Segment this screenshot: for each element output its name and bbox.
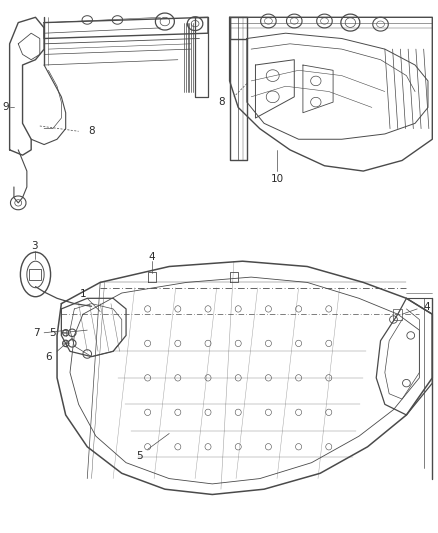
Text: 4: 4 — [424, 302, 430, 312]
Text: 9: 9 — [2, 102, 9, 112]
Text: 1: 1 — [80, 289, 86, 299]
Text: 5: 5 — [136, 451, 142, 461]
Text: 3: 3 — [31, 241, 38, 252]
Text: 5: 5 — [49, 328, 56, 338]
Text: 6: 6 — [45, 352, 52, 361]
Text: 8: 8 — [88, 126, 95, 136]
Text: 7: 7 — [33, 328, 40, 338]
Text: 4: 4 — [148, 252, 155, 262]
Text: 8: 8 — [219, 97, 225, 107]
Text: 10: 10 — [270, 174, 283, 184]
